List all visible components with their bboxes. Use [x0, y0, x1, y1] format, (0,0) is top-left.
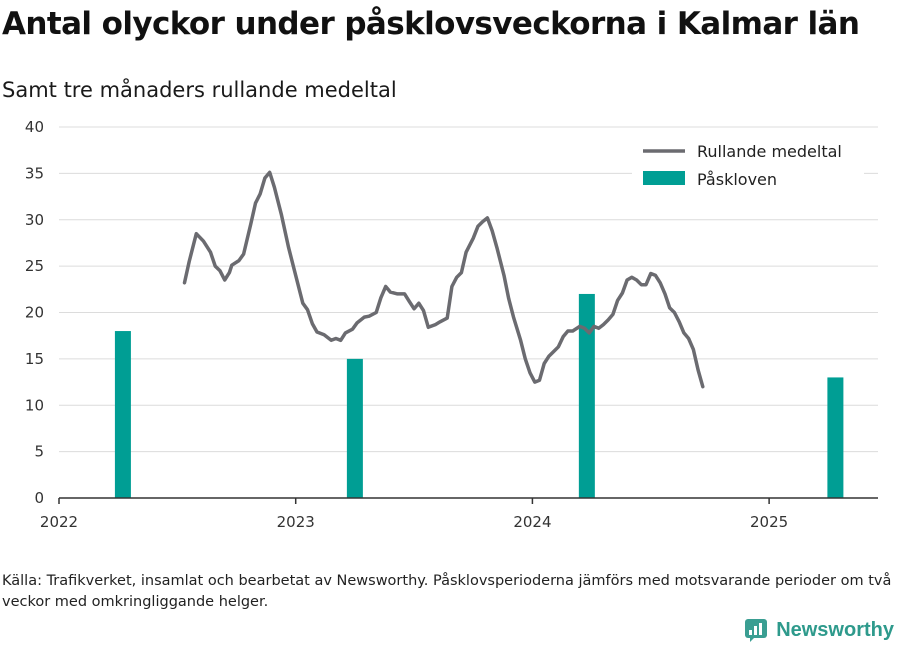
- bar-paskloven: [114, 331, 131, 498]
- y-tick-label: 0: [34, 489, 44, 507]
- legend-label-line: Rullande medeltal: [697, 142, 842, 161]
- bar-paskloven: [827, 377, 844, 498]
- x-tick-label: 2024: [513, 513, 551, 531]
- legend-label-bars: Påskloven: [697, 170, 777, 189]
- line-rullande-medeltal: [182, 170, 705, 389]
- chart-title: Antal olyckor under påsklovsveckorna i K…: [2, 6, 860, 42]
- brand-logo: Newsworthy: [744, 618, 894, 642]
- y-tick-label: 40: [25, 118, 44, 136]
- y-tick-label: 30: [25, 211, 44, 229]
- x-tick-label: 2022: [40, 513, 78, 531]
- source-note: Källa: Trafikverket, insamlat och bearbe…: [2, 573, 892, 610]
- x-axis: 2022 2023 2024 2025: [40, 497, 878, 531]
- y-tick-label: 25: [25, 257, 44, 275]
- bar-paskloven: [346, 358, 363, 498]
- bar-series: [114, 293, 844, 498]
- x-tick-label: 2023: [277, 513, 315, 531]
- y-tick-label: 35: [25, 164, 44, 182]
- y-tick-label: 5: [34, 443, 44, 461]
- line-series: [182, 170, 705, 389]
- y-tick-label: 15: [25, 350, 44, 368]
- y-tick-label: 10: [25, 396, 44, 414]
- brand-name: Newsworthy: [776, 618, 894, 641]
- legend-bar-swatch: [643, 171, 685, 185]
- newsworthy-logo-icon: [745, 619, 768, 642]
- x-tick-label: 2025: [750, 513, 788, 531]
- chart-subtitle: Samt tre månaders rullande medeltal: [2, 78, 397, 102]
- legend: Rullande medeltal Påskloven: [632, 138, 864, 194]
- bar-paskloven: [578, 293, 595, 498]
- y-tick-label: 20: [25, 304, 44, 322]
